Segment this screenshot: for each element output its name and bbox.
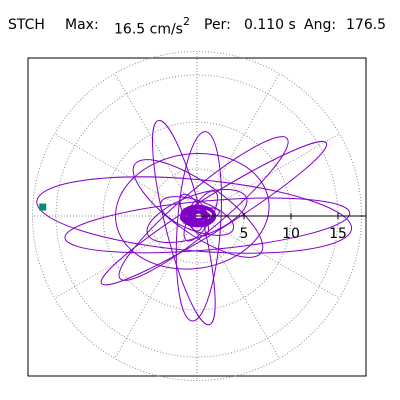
per-label: Per: — [204, 17, 231, 33]
grid-spoke-300 — [196, 215, 280, 359]
trace-loop-8 — [100, 140, 328, 286]
trace-loop-4 — [118, 136, 289, 281]
grid-spoke-30 — [196, 133, 340, 217]
motion-trace — [36, 119, 353, 326]
max-point-marker — [39, 203, 47, 211]
grid-spoke-150 — [54, 133, 198, 217]
trace-loop-10 — [159, 196, 235, 236]
max-value-group: 16.5 cm/s2 — [114, 14, 190, 41]
trace-loop-1 — [36, 176, 353, 254]
max-value: 16.5 cm/s — [114, 21, 183, 38]
marker-layer — [39, 203, 47, 211]
grid-spoke-60 — [196, 73, 280, 217]
max-label: Max: — [65, 17, 99, 33]
trace-loop-7 — [132, 159, 264, 258]
radial-tick-label-10: 10 — [282, 226, 300, 242]
radial-tick-label-15: 15 — [329, 226, 347, 242]
max-exponent: 2 — [182, 15, 190, 28]
grid-spoke-240 — [114, 215, 198, 359]
axis-layer: 5 10 15 — [197, 213, 366, 242]
per-value: 0.110 s — [244, 17, 296, 33]
grid-spoke-210 — [54, 215, 198, 299]
grid-spoke-120 — [114, 73, 198, 217]
trace-loop-3 — [115, 153, 270, 270]
ang-value: 176.5 — [346, 17, 387, 33]
grid-spoke-330 — [196, 215, 340, 299]
ang-label: Ang: — [304, 17, 337, 33]
radial-tick-label-5: 5 — [240, 226, 249, 242]
station-code: STCH — [8, 17, 45, 33]
